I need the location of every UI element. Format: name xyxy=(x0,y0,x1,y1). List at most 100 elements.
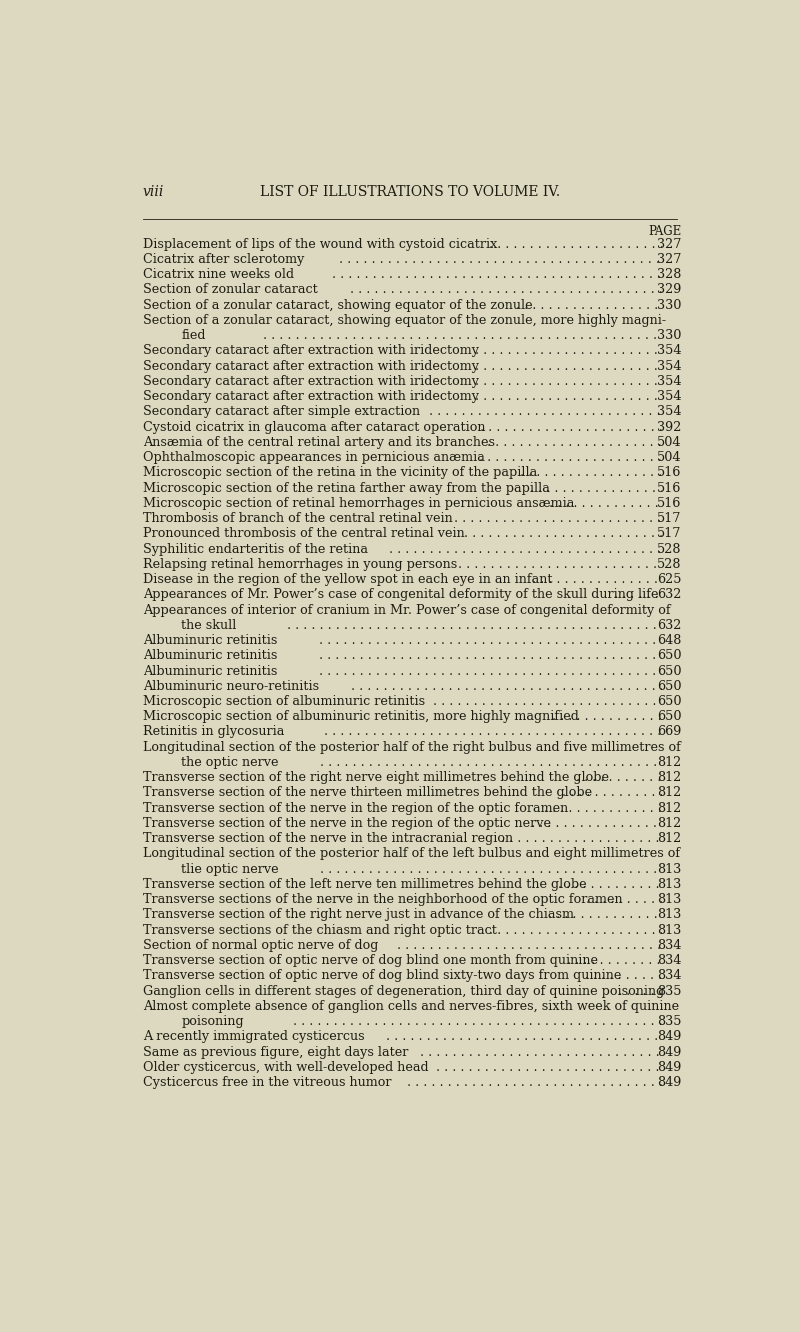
Text: . . . . . . . . . . . . . . . . . . . . . . . . . . . . . . . . . . . . . . . . : . . . . . . . . . . . . . . . . . . . . … xyxy=(293,1015,800,1028)
Text: 650: 650 xyxy=(657,649,682,662)
Text: 849: 849 xyxy=(657,1076,682,1090)
Text: 835: 835 xyxy=(657,1015,682,1028)
Text: . . . . . . . . . . . . . . . . . . . . . . . . . . . . . . . . . . . . . . . . : . . . . . . . . . . . . . . . . . . . . … xyxy=(454,511,800,525)
Text: Albuminuric retinitis: Albuminuric retinitis xyxy=(142,649,277,662)
Text: Transverse section of the right nerve eight millimetres behind the globe: Transverse section of the right nerve ei… xyxy=(142,771,609,785)
Text: 354: 354 xyxy=(657,405,682,418)
Text: Transverse section of the nerve in the region of the optic foramen: Transverse section of the nerve in the r… xyxy=(142,802,568,815)
Text: 812: 812 xyxy=(657,757,682,769)
Text: 648: 648 xyxy=(657,634,682,647)
Text: . . . . . . . . . . . . . . . . . . . . . . . . . . . . . . . . . . . . . . . . : . . . . . . . . . . . . . . . . . . . . … xyxy=(350,284,800,296)
Text: the optic nerve: the optic nerve xyxy=(182,757,279,769)
Text: . . . . . . . . . . . . . . . . . . . . . . . . . . . . . . . . . . . . . . . . : . . . . . . . . . . . . . . . . . . . . … xyxy=(339,253,800,266)
Text: Ganglion cells in different stages of degeneration, third day of quinine poisoni: Ganglion cells in different stages of de… xyxy=(142,984,664,998)
Text: Transverse sections of the chiasm and right optic tract: Transverse sections of the chiasm and ri… xyxy=(142,923,497,936)
Text: Section of zonular cataract: Section of zonular cataract xyxy=(142,284,318,296)
Text: . . . . . . . . . . . . . . . . . . . . . . . . . . . . . . . . . . . . . . . . : . . . . . . . . . . . . . . . . . . . . … xyxy=(516,298,800,312)
Text: Relapsing retinal hemorrhages in young persons: Relapsing retinal hemorrhages in young p… xyxy=(142,558,457,571)
Text: Cicatrix after sclerotomy: Cicatrix after sclerotomy xyxy=(142,253,304,266)
Text: Albuminuric retinitis: Albuminuric retinitis xyxy=(142,634,277,647)
Text: . . . . . . . . . . . . . . . . . . . . . . . . . . . . . . . . . . . . . . . . : . . . . . . . . . . . . . . . . . . . . … xyxy=(320,757,800,769)
Text: Microscopic section of albuminuric retinitis, more highly magnified: Microscopic section of albuminuric retin… xyxy=(142,710,578,723)
Text: LIST OF ILLUSTRATIONS TO VOLUME IV.: LIST OF ILLUSTRATIONS TO VOLUME IV. xyxy=(260,185,560,198)
Text: Ansæmia of the central retinal artery and its branches: Ansæmia of the central retinal artery an… xyxy=(142,436,494,449)
Text: 813: 813 xyxy=(657,923,682,936)
Text: . . . . . . . . . . . . . . . . . . . . . . . . . . . . . . . . . . . . . . . . : . . . . . . . . . . . . . . . . . . . . … xyxy=(331,268,800,281)
Text: Albuminuric neuro-retinitis: Albuminuric neuro-retinitis xyxy=(142,679,318,693)
Text: Appearances of Mr. Power’s case of congenital deformity of the skull during life: Appearances of Mr. Power’s case of conge… xyxy=(142,589,658,601)
Text: . . . . . . . . . . . . . . . . . . . . . . . . . . . . . . . . . . . . . . . . : . . . . . . . . . . . . . . . . . . . . … xyxy=(549,908,800,922)
Text: the skull: the skull xyxy=(182,619,237,631)
Text: 327: 327 xyxy=(657,253,682,266)
Text: Longitudinal section of the posterior half of the left bulbus and eight millimet: Longitudinal section of the posterior ha… xyxy=(142,847,680,860)
Text: tlie optic nerve: tlie optic nerve xyxy=(182,863,279,875)
Text: . . . . . . . . . . . . . . . . . . . . . . . . . . . . . . . . . . . . . . . . : . . . . . . . . . . . . . . . . . . . . … xyxy=(475,345,800,357)
Text: . . . . . . . . . . . . . . . . . . . . . . . . . . . . . . . . . . . . . . . . : . . . . . . . . . . . . . . . . . . . . … xyxy=(585,970,800,983)
Text: . . . . . . . . . . . . . . . . . . . . . . . . . . . . . . . . . . . . . . . . : . . . . . . . . . . . . . . . . . . . . … xyxy=(562,786,800,799)
Text: 330: 330 xyxy=(657,298,682,312)
Text: . . . . . . . . . . . . . . . . . . . . . . . . . . . . . . . . . . . . . . . . : . . . . . . . . . . . . . . . . . . . . … xyxy=(475,390,800,404)
Text: . . . . . . . . . . . . . . . . . . . . . . . . . . . . . . . . . . . . . . . . : . . . . . . . . . . . . . . . . . . . . … xyxy=(263,329,800,342)
Text: . . . . . . . . . . . . . . . . . . . . . . . . . . . . . . . . . . . . . . . . : . . . . . . . . . . . . . . . . . . . . … xyxy=(480,421,800,434)
Text: 849: 849 xyxy=(657,1031,682,1043)
Text: 328: 328 xyxy=(657,268,682,281)
Text: . . . . . . . . . . . . . . . . . . . . . . . . . . . . . . . . . . . . . . . . : . . . . . . . . . . . . . . . . . . . . … xyxy=(575,771,800,785)
Text: Secondary cataract after extraction with iridectomy: Secondary cataract after extraction with… xyxy=(142,360,478,373)
Text: . . . . . . . . . . . . . . . . . . . . . . . . . . . . . . . . . . . . . . . . : . . . . . . . . . . . . . . . . . . . . … xyxy=(549,497,800,510)
Text: Microscopic section of the retina in the vicinity of the papilla: Microscopic section of the retina in the… xyxy=(142,466,537,480)
Text: 632: 632 xyxy=(657,589,682,601)
Text: . . . . . . . . . . . . . . . . . . . . . . . . . . . . . . . . . . . . . . . . : . . . . . . . . . . . . . . . . . . . . … xyxy=(318,649,800,662)
Text: Ophthalmoscopic appearances in pernicious anæmia: Ophthalmoscopic appearances in perniciou… xyxy=(142,452,485,464)
Text: 812: 812 xyxy=(657,771,682,785)
Text: . . . . . . . . . . . . . . . . . . . . . . . . . . . . . . . . . . . . . . . . : . . . . . . . . . . . . . . . . . . . . … xyxy=(618,984,800,998)
Text: 650: 650 xyxy=(657,679,682,693)
Text: 835: 835 xyxy=(657,984,682,998)
Text: . . . . . . . . . . . . . . . . . . . . . . . . . . . . . . . . . . . . . . . . : . . . . . . . . . . . . . . . . . . . . … xyxy=(475,374,800,388)
Text: . . . . . . . . . . . . . . . . . . . . . . . . . . . . . . . . . . . . . . . . : . . . . . . . . . . . . . . . . . . . . … xyxy=(552,710,800,723)
Text: Transverse section of the nerve thirteen millimetres behind the globe: Transverse section of the nerve thirteen… xyxy=(142,786,592,799)
Text: . . . . . . . . . . . . . . . . . . . . . . . . . . . . . . . . . . . . . . . . : . . . . . . . . . . . . . . . . . . . . … xyxy=(479,452,800,464)
Text: fied: fied xyxy=(182,329,206,342)
Text: 650: 650 xyxy=(657,665,682,678)
Text: Pronounced thrombosis of the central retinal vein: Pronounced thrombosis of the central ret… xyxy=(142,527,464,541)
Text: Albuminuric retinitis: Albuminuric retinitis xyxy=(142,665,277,678)
Text: 354: 354 xyxy=(657,345,682,357)
Text: Cicatrix nine weeks old: Cicatrix nine weeks old xyxy=(142,268,294,281)
Text: Transverse section of the right nerve just in advance of the chiasm: Transverse section of the right nerve ju… xyxy=(142,908,574,922)
Text: . . . . . . . . . . . . . . . . . . . . . . . . . . . . . . . . . . . . . . . . : . . . . . . . . . . . . . . . . . . . . … xyxy=(287,619,800,631)
Text: PAGE: PAGE xyxy=(648,225,682,237)
Text: 516: 516 xyxy=(657,466,682,480)
Text: 813: 813 xyxy=(657,863,682,875)
Text: 812: 812 xyxy=(657,832,682,846)
Text: Same as previous figure, eight days later: Same as previous figure, eight days late… xyxy=(142,1046,408,1059)
Text: . . . . . . . . . . . . . . . . . . . . . . . . . . . . . . . . . . . . . . . . : . . . . . . . . . . . . . . . . . . . . … xyxy=(502,832,800,846)
Text: . . . . . . . . . . . . . . . . . . . . . . . . . . . . . . . . . . . . . . . . : . . . . . . . . . . . . . . . . . . . . … xyxy=(532,573,800,586)
Text: . . . . . . . . . . . . . . . . . . . . . . . . . . . . . . . . . . . . . . . . : . . . . . . . . . . . . . . . . . . . . … xyxy=(324,726,800,738)
Text: . . . . . . . . . . . . . . . . . . . . . . . . . . . . . . . . . . . . . . . . : . . . . . . . . . . . . . . . . . . . . … xyxy=(433,695,800,709)
Text: 812: 812 xyxy=(657,786,682,799)
Text: . . . . . . . . . . . . . . . . . . . . . . . . . . . . . . . . . . . . . . . . : . . . . . . . . . . . . . . . . . . . . … xyxy=(420,1046,800,1059)
Text: 516: 516 xyxy=(657,482,682,494)
Text: . . . . . . . . . . . . . . . . . . . . . . . . . . . . . . . . . . . . . . . . : . . . . . . . . . . . . . . . . . . . . … xyxy=(489,237,800,250)
Text: 632: 632 xyxy=(657,619,682,631)
Text: 329: 329 xyxy=(657,284,682,296)
Text: 504: 504 xyxy=(657,436,682,449)
Text: . . . . . . . . . . . . . . . . . . . . . . . . . . . . . . . . . . . . . . . . : . . . . . . . . . . . . . . . . . . . . … xyxy=(351,679,800,693)
Text: 834: 834 xyxy=(657,939,682,952)
Text: 834: 834 xyxy=(657,970,682,983)
Text: 849: 849 xyxy=(657,1060,682,1074)
Text: 650: 650 xyxy=(657,710,682,723)
Text: . . . . . . . . . . . . . . . . . . . . . . . . . . . . . . . . . . . . . . . . : . . . . . . . . . . . . . . . . . . . . … xyxy=(614,589,800,601)
Text: . . . . . . . . . . . . . . . . . . . . . . . . . . . . . . . . . . . . . . . . : . . . . . . . . . . . . . . . . . . . . … xyxy=(464,527,800,541)
Text: . . . . . . . . . . . . . . . . . . . . . . . . . . . . . . . . . . . . . . . . : . . . . . . . . . . . . . . . . . . . . … xyxy=(386,1031,800,1043)
Text: 849: 849 xyxy=(657,1046,682,1059)
Text: . . . . . . . . . . . . . . . . . . . . . . . . . . . . . . . . . . . . . . . . : . . . . . . . . . . . . . . . . . . . . … xyxy=(489,923,800,936)
Text: . . . . . . . . . . . . . . . . . . . . . . . . . . . . . . . . . . . . . . . . : . . . . . . . . . . . . . . . . . . . . … xyxy=(318,665,800,678)
Text: . . . . . . . . . . . . . . . . . . . . . . . . . . . . . . . . . . . . . . . . : . . . . . . . . . . . . . . . . . . . . … xyxy=(558,878,800,891)
Text: Secondary cataract after extraction with iridectomy: Secondary cataract after extraction with… xyxy=(142,374,478,388)
Text: Microscopic section of the retina farther away from the papilla: Microscopic section of the retina farthe… xyxy=(142,482,550,494)
Text: 812: 812 xyxy=(657,817,682,830)
Text: 813: 813 xyxy=(657,908,682,922)
Text: 812: 812 xyxy=(657,802,682,815)
Text: Transverse section of optic nerve of dog blind one month from quinine: Transverse section of optic nerve of dog… xyxy=(142,954,598,967)
